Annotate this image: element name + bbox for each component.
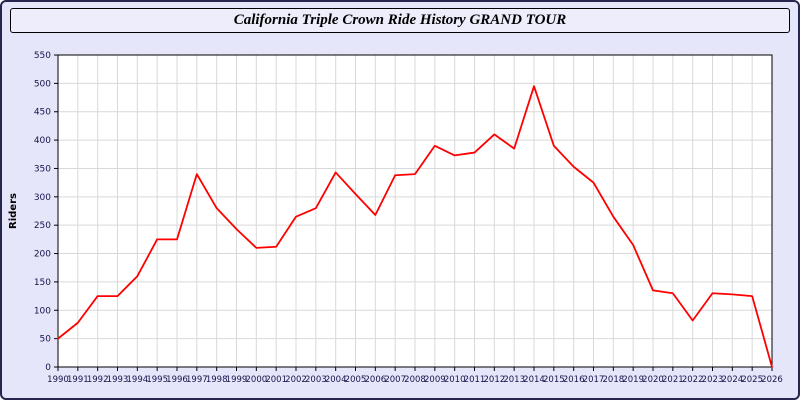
svg-text:2015: 2015 [543, 375, 565, 385]
svg-text:2021: 2021 [662, 375, 684, 385]
svg-text:350: 350 [34, 164, 51, 174]
svg-text:450: 450 [34, 108, 51, 118]
svg-text:1992: 1992 [87, 375, 109, 385]
svg-text:2000: 2000 [246, 375, 268, 385]
svg-text:2017: 2017 [583, 375, 605, 385]
svg-text:1990: 1990 [47, 375, 69, 385]
svg-text:0: 0 [45, 363, 51, 373]
svg-text:2025: 2025 [741, 375, 763, 385]
svg-text:2008: 2008 [404, 375, 426, 385]
svg-text:200: 200 [34, 250, 51, 260]
svg-text:2014: 2014 [523, 375, 545, 385]
svg-text:2024: 2024 [722, 375, 744, 385]
svg-text:2009: 2009 [424, 375, 446, 385]
svg-text:2018: 2018 [603, 375, 625, 385]
line-chart: 0501001502002503003504004505005501990199… [8, 51, 783, 385]
svg-text:2020: 2020 [642, 375, 664, 385]
svg-text:1991: 1991 [67, 375, 89, 385]
svg-text:2003: 2003 [305, 375, 327, 385]
svg-text:250: 250 [34, 221, 51, 231]
svg-text:2001: 2001 [265, 375, 287, 385]
svg-text:1997: 1997 [186, 375, 208, 385]
svg-text:1996: 1996 [166, 375, 188, 385]
svg-text:150: 150 [34, 278, 51, 288]
svg-text:2012: 2012 [484, 375, 506, 385]
svg-text:1994: 1994 [127, 375, 149, 385]
svg-text:1999: 1999 [226, 375, 248, 385]
svg-text:2004: 2004 [325, 375, 347, 385]
svg-text:1993: 1993 [107, 375, 129, 385]
chart-title-bar: California Triple Crown Ride History GRA… [10, 8, 790, 33]
svg-text:50: 50 [40, 335, 52, 345]
svg-text:2010: 2010 [444, 375, 466, 385]
svg-text:300: 300 [34, 193, 51, 203]
svg-text:2011: 2011 [464, 375, 486, 385]
svg-text:500: 500 [34, 79, 51, 89]
svg-text:2019: 2019 [622, 375, 644, 385]
chart-title: California Triple Crown Ride History GRA… [233, 12, 567, 28]
svg-text:2002: 2002 [285, 375, 307, 385]
svg-text:1995: 1995 [146, 375, 168, 385]
svg-text:2016: 2016 [563, 375, 585, 385]
svg-text:2023: 2023 [702, 375, 724, 385]
svg-text:2007: 2007 [384, 375, 406, 385]
svg-text:Riders: Riders [8, 193, 19, 229]
svg-text:2005: 2005 [345, 375, 367, 385]
svg-text:2006: 2006 [365, 375, 387, 385]
svg-text:100: 100 [34, 306, 51, 316]
chart-panel: 0 50 100 150 200 250 300 350 400 450 500 550 1990 199… [2, 45, 798, 397]
svg-text:550: 550 [34, 51, 51, 61]
svg-text:2013: 2013 [503, 375, 525, 385]
svg-text:2022: 2022 [682, 375, 704, 385]
svg-text:400: 400 [34, 136, 51, 146]
svg-text:1998: 1998 [206, 375, 228, 385]
svg-text:2026: 2026 [761, 375, 783, 385]
